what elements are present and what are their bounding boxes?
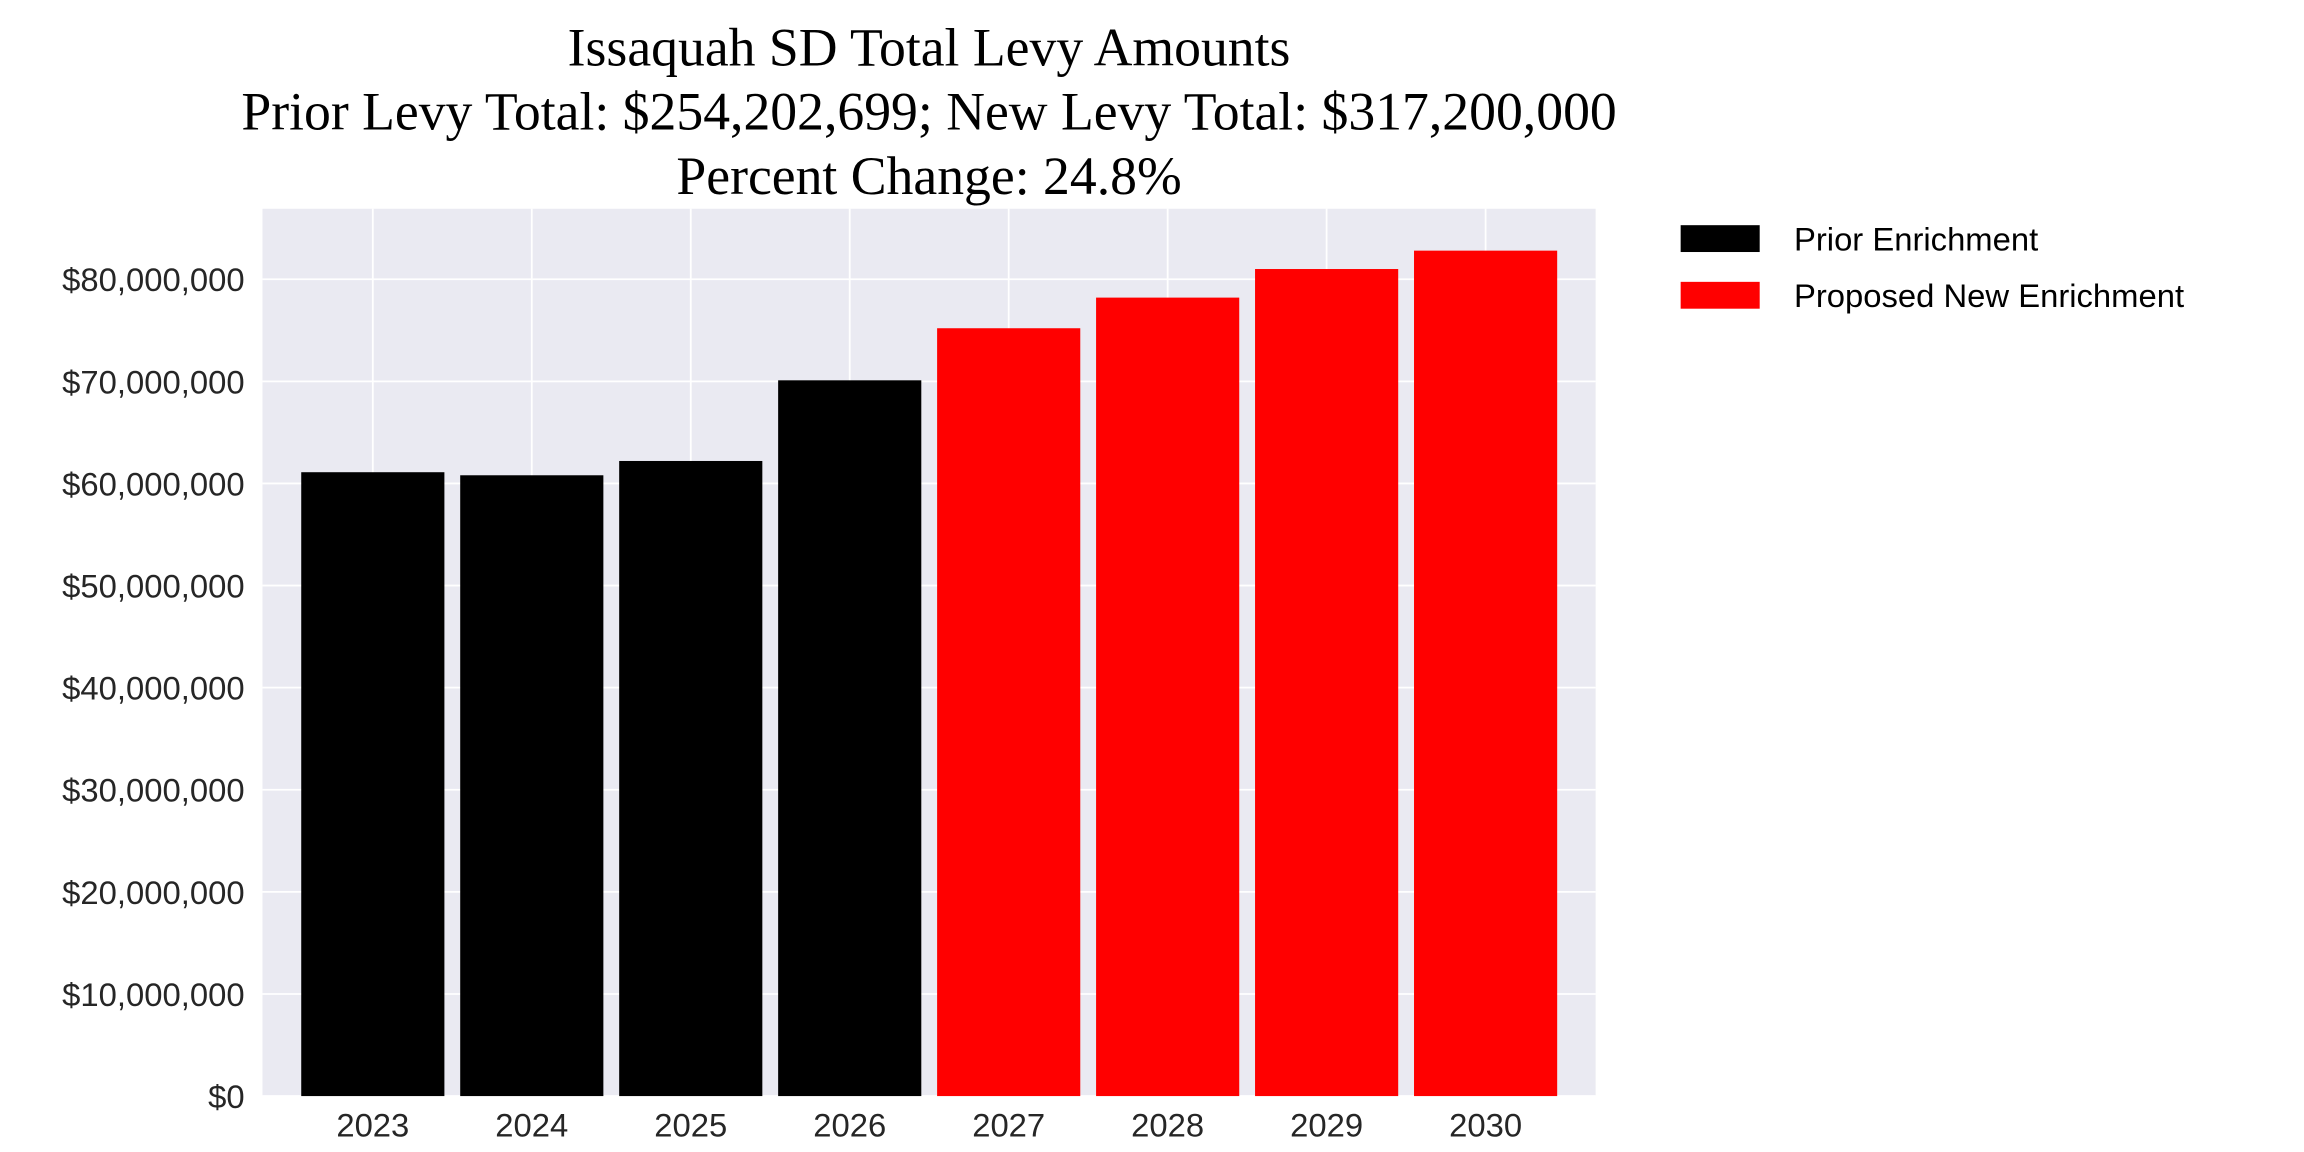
- legend-swatch-proposed: [1680, 281, 1760, 309]
- y-tick-label: $30,000,000: [62, 772, 244, 809]
- y-tick-label: $70,000,000: [62, 363, 244, 400]
- y-tick-label: $50,000,000: [62, 567, 244, 604]
- x-tick-label: 2023: [336, 1106, 409, 1143]
- legend-label-prior: Prior Enrichment: [1794, 221, 2038, 258]
- bar-2025: [619, 460, 763, 1097]
- y-tick-label: $10,000,000: [62, 976, 244, 1013]
- y-tick-label: $60,000,000: [62, 465, 244, 502]
- x-tick-label: 2027: [972, 1106, 1045, 1143]
- legend-label-proposed: Proposed New Enrichment: [1794, 277, 2184, 314]
- bars: [301, 250, 1558, 1097]
- bar-2026: [778, 380, 922, 1097]
- bar-2028: [1096, 297, 1240, 1097]
- chart-title-line-1: Issaquah SD Total Levy Amounts: [568, 18, 1291, 78]
- bar-2027: [937, 328, 1081, 1097]
- y-tick-label: $20,000,000: [62, 874, 244, 911]
- y-tick-label: $80,000,000: [62, 261, 244, 298]
- x-tick-label: 2030: [1449, 1106, 1522, 1143]
- x-tick-label: 2024: [495, 1106, 568, 1143]
- legend: Prior Enrichment Proposed New Enrichment: [1680, 221, 2184, 314]
- x-axis-ticks: 2023 2024 2025 2026 2027 2028 2029 2030: [336, 1106, 1522, 1143]
- chart-title-line-3: Percent Change: 24.8%: [676, 146, 1181, 206]
- legend-swatch-prior: [1680, 225, 1760, 253]
- bar-2024: [460, 475, 604, 1097]
- chart-title-line-2: Prior Levy Total: $254,202,699; New Levy…: [241, 82, 1616, 142]
- y-tick-label: $40,000,000: [62, 670, 244, 707]
- x-tick-label: 2029: [1290, 1106, 1363, 1143]
- x-tick-label: 2026: [813, 1106, 886, 1143]
- bar-2023: [301, 472, 445, 1097]
- bar-2030: [1414, 250, 1558, 1097]
- y-axis-ticks: $0 $10,000,000 $20,000,000 $30,000,000 $40,0…: [62, 261, 244, 1115]
- x-tick-label: 2025: [654, 1106, 727, 1143]
- y-tick-label: $0: [208, 1078, 244, 1115]
- x-tick-label: 2028: [1131, 1106, 1204, 1143]
- bar-2029: [1255, 269, 1399, 1097]
